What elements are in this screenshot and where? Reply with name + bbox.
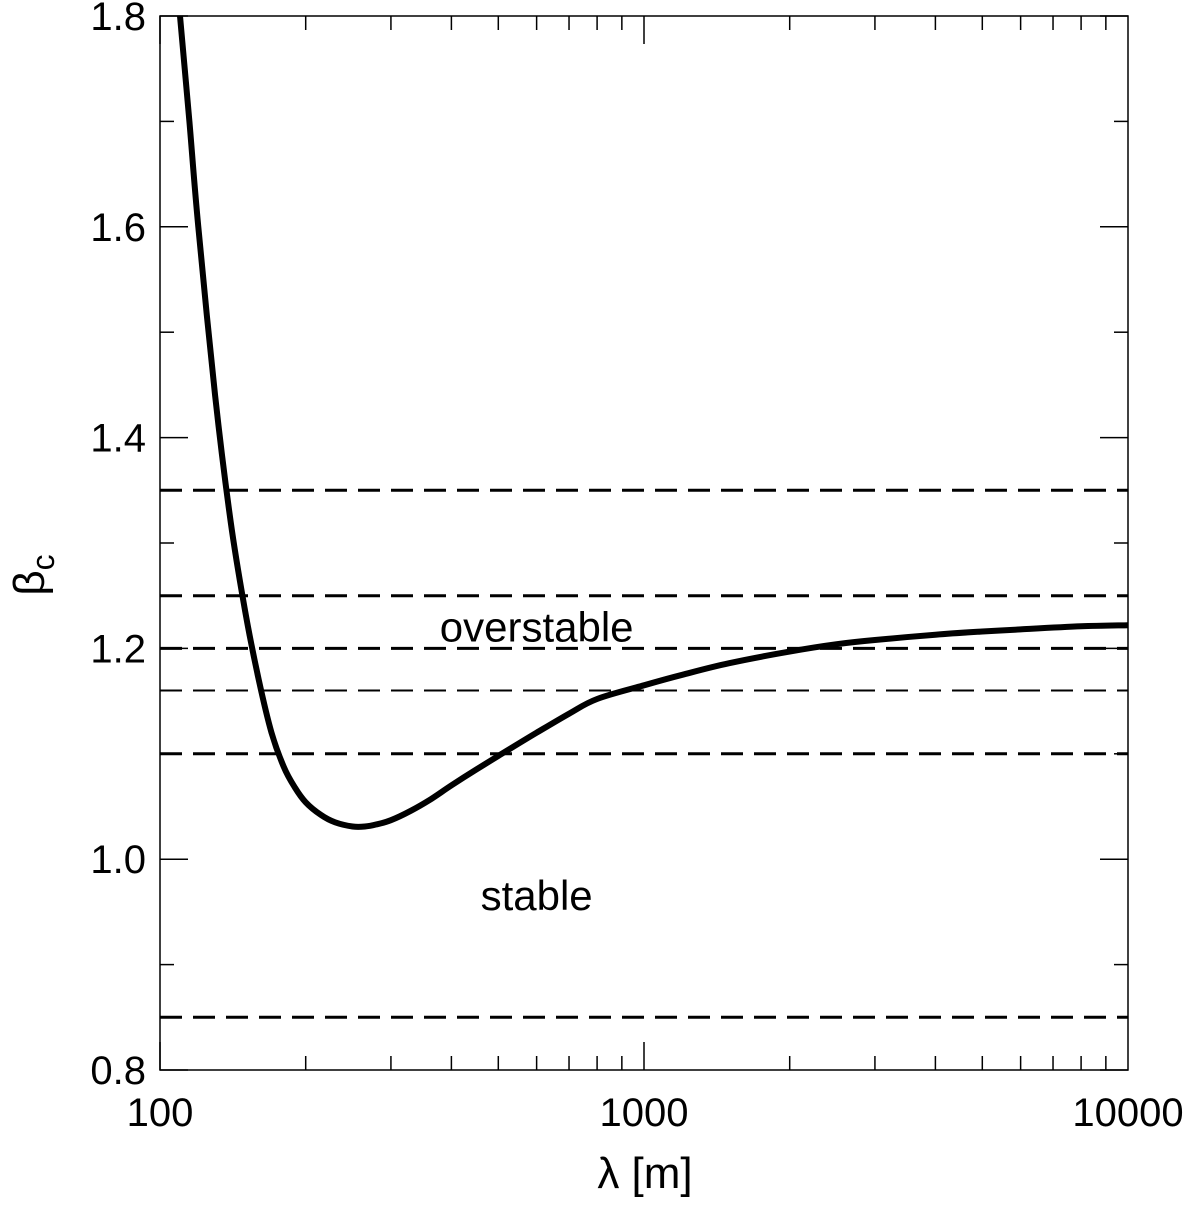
reference-lines — [160, 488, 1128, 1019]
plot-frame — [159, 15, 1129, 1071]
series-layer — [177, 15, 1129, 830]
tick-labels: 0.8 1.0 1.2 1.4 1.6 1.8 100 1000 10000 — [90, 0, 1183, 1135]
x-tick-label: 100 — [127, 1091, 194, 1135]
y-tick-label: 0.8 — [90, 1049, 146, 1093]
x-tick-label: 10000 — [1072, 1091, 1183, 1135]
y-tick-label: 1.8 — [90, 0, 146, 39]
axis-ticks — [159, 15, 1128, 1071]
y-tick-label: 1.2 — [90, 627, 146, 671]
y-tick-label: 1.4 — [90, 417, 146, 461]
series-line-0 — [177, 15, 1129, 830]
plot-border — [159, 15, 1129, 1071]
annotation-label: stable — [481, 872, 593, 919]
annotations: overstable stable — [440, 603, 634, 919]
y-tick-label: 1.6 — [90, 206, 146, 250]
y-tick-label: 1.0 — [90, 838, 146, 882]
y-axis-label: βc — [5, 554, 61, 595]
y-axis-label-subscript: c — [25, 554, 61, 570]
y-axis-label-main: β — [5, 570, 54, 595]
x-axis-label: λ [m] — [597, 1149, 692, 1198]
annotation-label: overstable — [440, 603, 634, 650]
x-tick-label: 1000 — [600, 1091, 689, 1135]
